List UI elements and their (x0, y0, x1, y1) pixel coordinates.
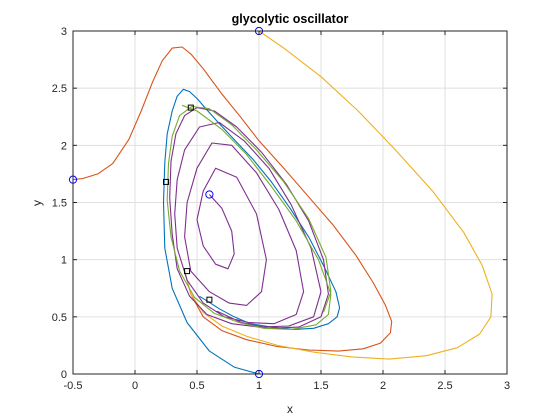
x-tick-label-5: 2 (380, 380, 386, 392)
tick-labels: -0.5 0 0.5 1 1.5 2 2.5 300.511.522.53 (52, 26, 510, 392)
x-tick-label-4: 1.5 (313, 380, 328, 392)
x-tick-label-7: 3 (504, 380, 510, 392)
x-axis-label: x (287, 402, 293, 416)
trajectory-0 (72, 46, 393, 352)
x-tick-label-2: 0.5 (189, 380, 204, 392)
y-tick-label-6: 3 (61, 26, 67, 38)
trajectory-1 (184, 30, 493, 360)
y-tick-label-5: 2.5 (52, 83, 67, 95)
y-tick-label-4: 2 (61, 140, 67, 152)
cycle-marker-2 (184, 268, 191, 275)
cycle-marker-0 (187, 104, 194, 111)
y-tick-label-3: 1.5 (52, 198, 67, 210)
y-tick-label-2: 1 (61, 255, 67, 267)
cycle-marker-1 (163, 178, 169, 185)
chart-title: glycolytic oscillator (232, 12, 349, 26)
x-tick-label-6: 2.5 (437, 380, 452, 392)
y-axis-label: y (30, 200, 44, 206)
y-tick-label-0: 0 (61, 369, 67, 381)
trajectory-4 (166, 104, 332, 330)
series-layer (72, 30, 493, 375)
axes (72, 30, 508, 375)
y-tick-label-1: 0.5 (52, 312, 67, 324)
x-tick-label-1: 0 (132, 380, 138, 392)
initial-point-3 (205, 190, 214, 199)
trajectory-3 (169, 107, 329, 329)
grid (72, 30, 508, 375)
x-tick-label-3: 1 (256, 380, 262, 392)
x-tick-label-0: -0.5 (64, 380, 83, 392)
cycle-marker-3 (206, 296, 213, 303)
